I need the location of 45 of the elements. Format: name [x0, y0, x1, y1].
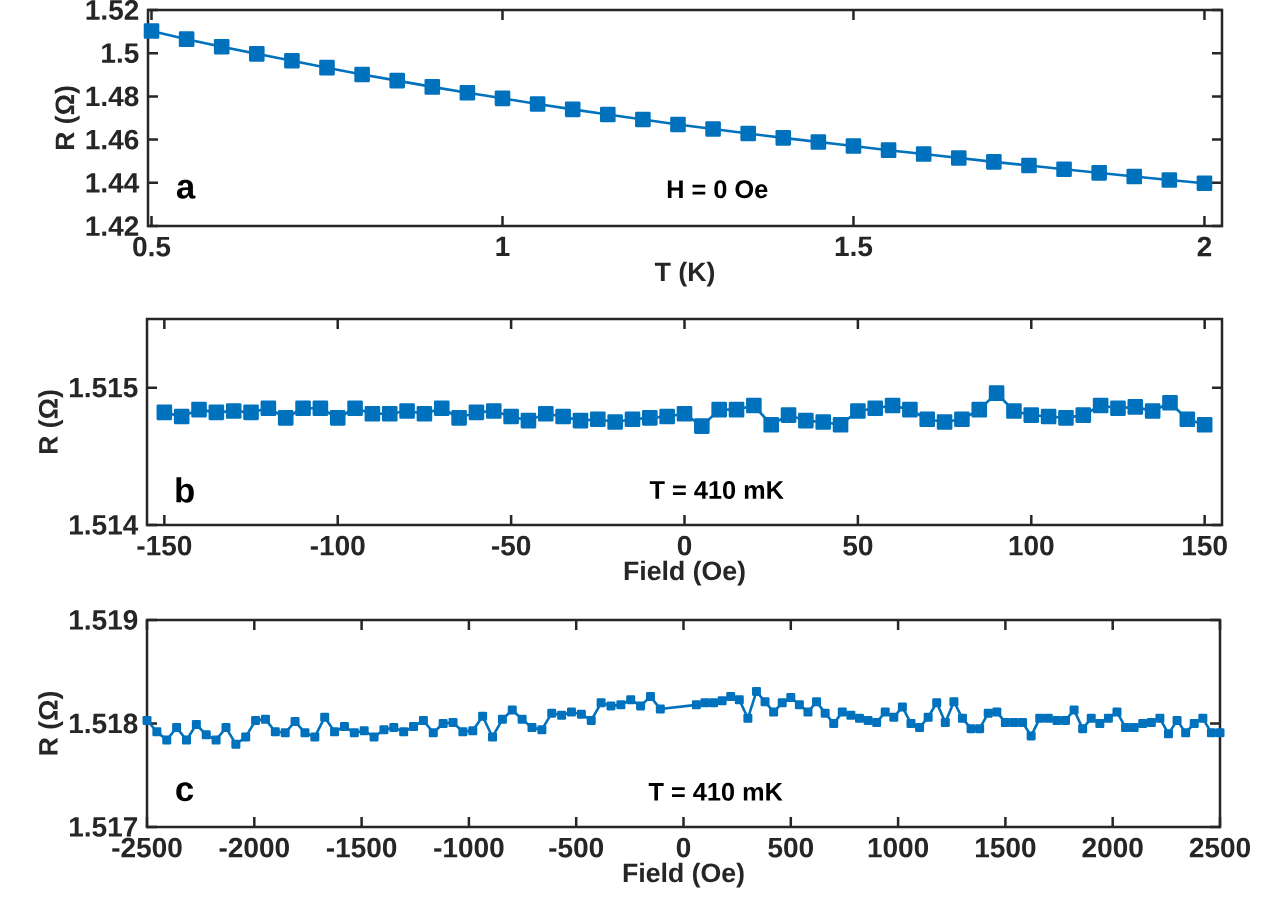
- x-tick-label: 0: [676, 837, 691, 858]
- x-tick-label: 2: [1197, 236, 1212, 257]
- x-tick-label: 1: [496, 236, 510, 256]
- x-tick-label: -2500: [112, 837, 182, 858]
- annotation: c: [176, 782, 194, 802]
- x-tick-label: -2000: [219, 837, 289, 858]
- x-tick-label: -1000: [434, 837, 504, 858]
- x-tick-label: -1500: [326, 837, 397, 858]
- x-axis-title: Field (Oe): [623, 862, 744, 888]
- x-tick-label: 2000: [1082, 837, 1143, 858]
- x-tick-label: -50: [491, 535, 531, 556]
- y-tick-label: 1.48: [86, 86, 139, 107]
- y-tick-label: 1.518: [69, 713, 138, 734]
- annotation: T = 410 mK: [649, 481, 784, 499]
- x-tick-label: 100: [1009, 535, 1054, 556]
- y-tick-label: 1.44: [86, 173, 140, 193]
- y-axis-title: R (Ω): [38, 390, 64, 454]
- x-tick-label: 1000: [868, 837, 929, 858]
- y-tick-label: 1.46: [86, 129, 139, 150]
- y-tick-label: 1.514: [69, 515, 139, 535]
- x-axis-title: T (K): [654, 261, 715, 287]
- x-tick-label: 150: [1183, 535, 1227, 556]
- y-tick-label: 1.5: [102, 43, 139, 63]
- y-tick-label: 1.42: [86, 216, 139, 236]
- y-axis-title: R (Ω): [38, 691, 64, 755]
- x-tick-label: 50: [843, 535, 873, 556]
- x-axis-title: Field (Oe): [624, 560, 745, 586]
- x-tick-label: 1.5: [835, 236, 873, 257]
- x-tick-label: 1500: [976, 837, 1036, 858]
- x-tick-label: 0.5: [133, 236, 171, 257]
- x-tick-label: -150: [137, 535, 192, 556]
- annotation: H = 0 Oe: [667, 180, 768, 199]
- x-tick-label: 0: [677, 535, 692, 556]
- y-tick-label: 1.519: [69, 610, 138, 630]
- y-tick-label: 1.517: [69, 817, 138, 837]
- y-tick-label: 1.515: [69, 377, 138, 398]
- annotation: b: [176, 477, 194, 503]
- x-tick-label: 2500: [1189, 837, 1250, 858]
- x-tick-label: -100: [310, 535, 365, 556]
- x-tick-label: 500: [768, 837, 814, 858]
- x-tick-label: -500: [549, 837, 604, 858]
- y-tick-label: 1.52: [86, 0, 139, 20]
- annotation: T = 410 mK: [648, 782, 783, 801]
- y-axis-title: R (Ω): [54, 86, 80, 150]
- annotation: a: [176, 179, 196, 199]
